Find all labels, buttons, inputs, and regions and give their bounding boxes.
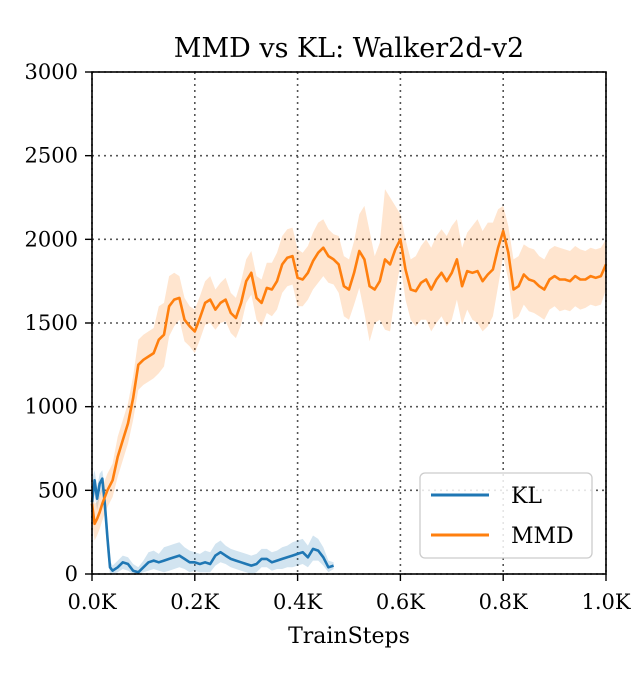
x-tick-label: 0.2K <box>170 590 219 614</box>
y-tick-label: 3000 <box>25 60 78 84</box>
y-tick-label: 2000 <box>25 227 78 251</box>
kl-series-line <box>90 477 335 574</box>
x-tick-label: 0.4K <box>273 590 322 614</box>
mmd-series-line <box>90 229 608 526</box>
x-tick-label: 0.0K <box>67 590 116 614</box>
mmd-confidence-band <box>92 189 606 541</box>
kl-confidence-band <box>92 470 334 574</box>
y-axis-ticks: 0 500 1000 1500 2000 2500 3000 <box>25 60 92 586</box>
legend-label-mmd: MMD <box>511 524 574 549</box>
x-tick-label: 0.8K <box>479 590 528 614</box>
y-tick-label: 1500 <box>25 311 78 335</box>
y-tick-label: 2500 <box>25 144 78 168</box>
legend-label-kl: KL <box>511 484 542 509</box>
x-axis-ticks: 0.0K 0.2K 0.4K 0.6K 0.8K 1.0K <box>67 574 631 614</box>
legend: KL MMD <box>419 472 593 559</box>
x-tick-label: 0.6K <box>376 590 425 614</box>
confidence-bands <box>92 189 606 574</box>
series-lines <box>90 229 608 574</box>
x-axis-label: TrainSteps <box>288 624 410 649</box>
y-tick-label: 1000 <box>25 395 78 419</box>
y-tick-label: 500 <box>38 478 78 502</box>
chart-title: MMD vs KL: Walker2d-v2 <box>174 33 524 64</box>
x-tick-label: 1.0K <box>581 590 630 614</box>
y-tick-label: 0 <box>65 562 78 586</box>
